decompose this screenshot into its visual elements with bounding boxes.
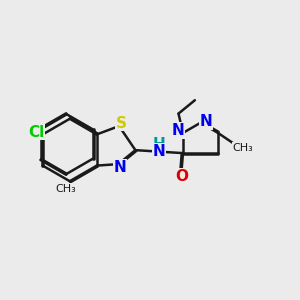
Text: H: H [153, 137, 166, 152]
Text: N: N [153, 144, 166, 159]
Text: N: N [171, 123, 184, 138]
Text: Cl: Cl [28, 124, 44, 140]
Text: O: O [176, 169, 189, 184]
Text: N: N [113, 160, 126, 175]
Text: CH₃: CH₃ [232, 143, 253, 153]
Text: S: S [116, 116, 127, 130]
Text: CH₃: CH₃ [55, 184, 76, 194]
Text: N: N [200, 114, 212, 129]
